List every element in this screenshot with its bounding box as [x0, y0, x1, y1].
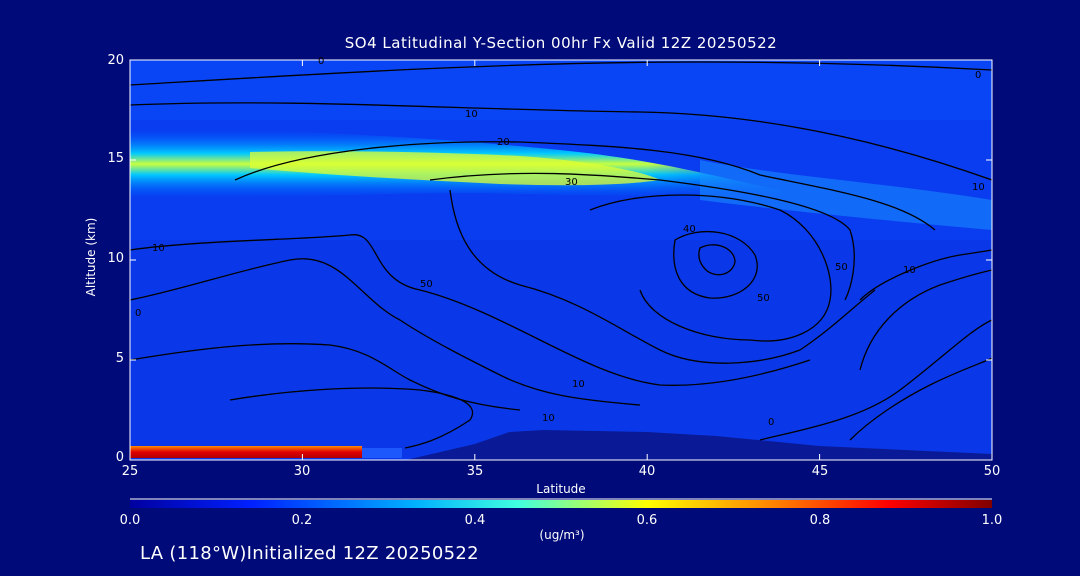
- contour-label: 0: [975, 70, 981, 81]
- x-tick-label: 30: [293, 464, 311, 479]
- colorbar-tick-label: 1.0: [981, 513, 1003, 528]
- y-tick-label: 0: [115, 450, 124, 465]
- contour-label: 50: [835, 262, 848, 273]
- y-tick-label: 15: [107, 151, 124, 166]
- x-ticks: [129, 60, 993, 460]
- x-tick-label: 45: [811, 464, 829, 479]
- x-tick-label: 35: [466, 464, 484, 479]
- contour-label: 10: [972, 182, 985, 193]
- y-tick-label: 20: [107, 53, 124, 68]
- contour-label: 50: [757, 293, 770, 304]
- contour-label: 40: [683, 224, 696, 235]
- colorbar-tick-label: 0.0: [119, 513, 141, 528]
- contour-label: 10: [572, 379, 585, 390]
- x-tick-label: 50: [983, 464, 1001, 479]
- colorbar: [130, 500, 992, 508]
- chart-title: SO4 Latitudinal Y-Section 00hr Fx Valid …: [344, 34, 778, 52]
- contour-label: 20: [497, 137, 510, 148]
- colorbar-tick-label: 0.8: [809, 513, 831, 528]
- footer-initialized-label: LA (118°W)Initialized 12Z 20250522: [140, 543, 479, 564]
- x-axis-label: Latitude: [536, 482, 586, 496]
- contour-label: 0: [318, 56, 324, 67]
- colorbar-tick-label: 0.6: [636, 513, 658, 528]
- contour-label: 0: [135, 308, 141, 319]
- x-tick-label: 40: [638, 464, 656, 479]
- terrain: [405, 430, 992, 460]
- contour-lines: [130, 61, 992, 449]
- colorbar-tick-label: 0.2: [291, 513, 313, 528]
- contour-label: 30: [565, 177, 578, 188]
- x-tick-label: 25: [121, 464, 139, 479]
- surface-band: [130, 446, 362, 458]
- contour-label: 0: [768, 417, 774, 428]
- plot-field: [130, 60, 992, 460]
- contour-label: 10: [465, 109, 478, 120]
- colorbar-tick-label: 0.4: [464, 513, 486, 528]
- y-tick-label: 5: [115, 351, 124, 366]
- contour-labels: 0 10 20 30 40 50 10 10 10 10 0 10 50 50 …: [135, 56, 985, 428]
- y-tick-label: 10: [107, 251, 124, 266]
- colorbar-unit: (ug/m³): [539, 528, 585, 542]
- y-ticks: [130, 59, 992, 461]
- contour-label: 10: [152, 243, 165, 254]
- contour-label: 50: [420, 279, 433, 290]
- contour-label: 10: [542, 413, 555, 424]
- contour-label: 10: [903, 265, 916, 276]
